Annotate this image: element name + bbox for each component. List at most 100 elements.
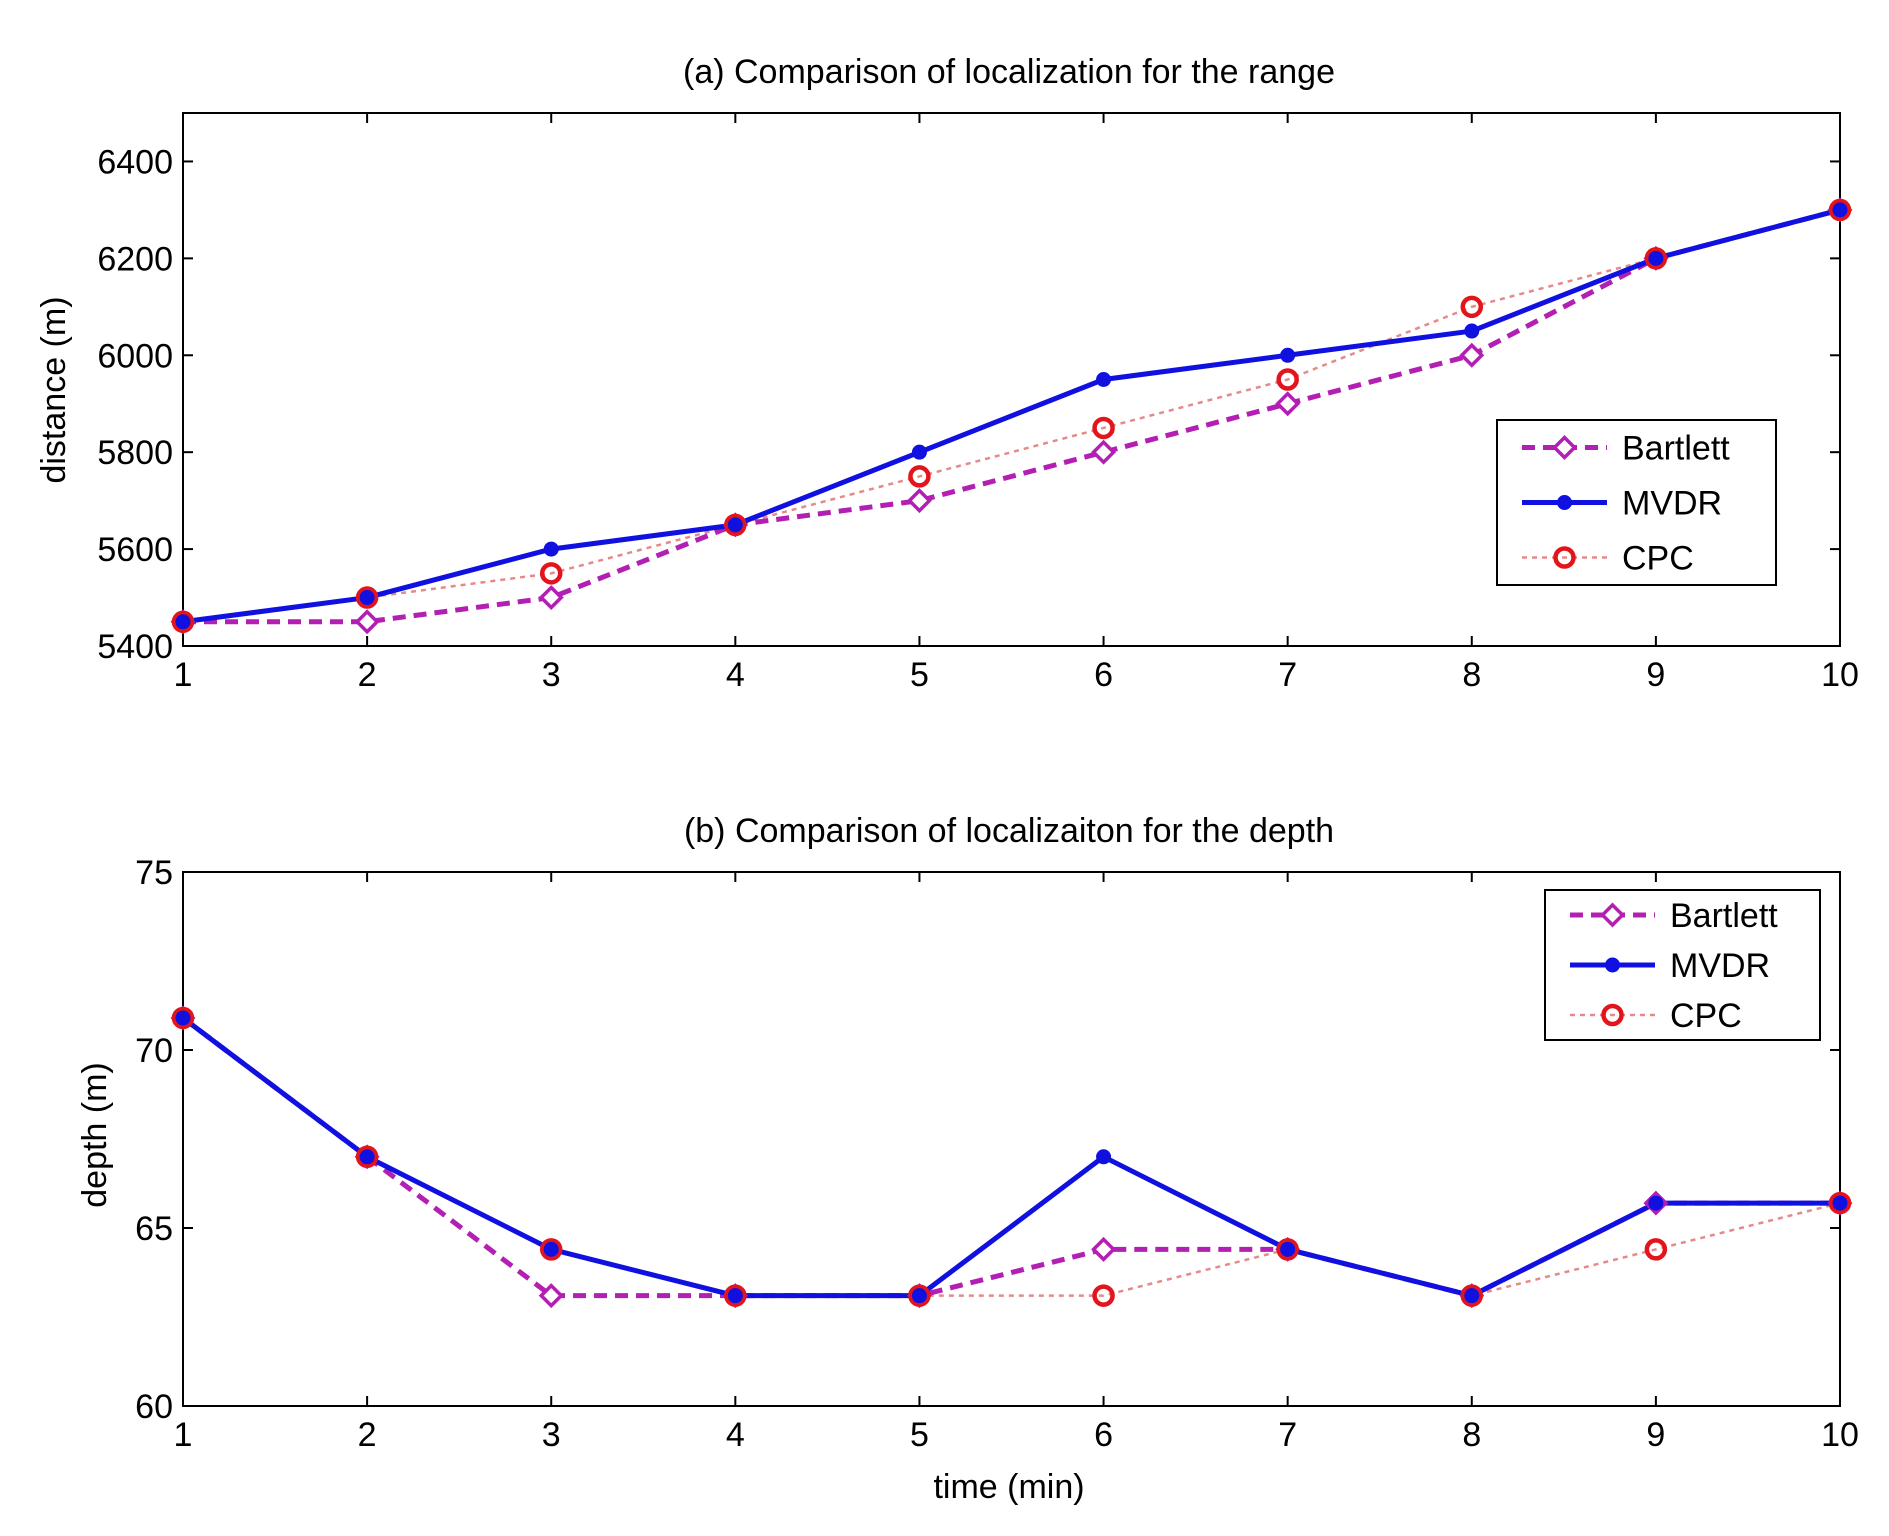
depth-series-bartlett-point — [1091, 1236, 1117, 1262]
range-series-bartlett-point — [354, 609, 380, 635]
depth-series-cpc-point — [1460, 1284, 1484, 1307]
range-chart: (a) Comparison of localization for the r… — [35, 53, 1859, 694]
range-legend-label-cpc: CPC — [1622, 540, 1694, 578]
depth-series-mvdr-point — [1464, 1288, 1480, 1304]
range-legend-label-bartlett: Bartlett — [1622, 430, 1730, 468]
range-x-tick-label: 7 — [1278, 656, 1297, 694]
depth-y-tick-label: 70 — [135, 1032, 173, 1070]
depth-series-cpc-point — [908, 1284, 931, 1307]
depth-series-mvdr-point — [1096, 1149, 1112, 1165]
range-y-tick-label: 5800 — [97, 434, 173, 472]
depth-series-mvdr-point — [359, 1149, 375, 1165]
depth-series-bartlett-line — [181, 1015, 1840, 1299]
depth-legend-marker-mvdr — [1605, 957, 1620, 973]
depth-series-cpc-line — [182, 1016, 1841, 1297]
depth-series-mvdr-line — [181, 1015, 1840, 1299]
depth-series-mvdr-point — [543, 1241, 559, 1257]
depth-x-tick-label: 2 — [358, 1416, 377, 1454]
range-series-cpc-point — [1460, 295, 1484, 319]
depth-axes-frame — [182, 871, 1841, 1407]
depth-legend-label-cpc: CPC — [1670, 997, 1742, 1035]
depth-legend-marker-cpc — [1601, 1003, 1624, 1027]
range-x-tick-label: 8 — [1462, 656, 1481, 694]
range-x-tick-label: 4 — [726, 656, 745, 694]
range-series-bartlett-point — [1459, 342, 1485, 368]
range-series-cpc-point — [1644, 247, 1668, 270]
range-series-bartlett-line — [183, 207, 1841, 625]
range-y-tick-label: 5400 — [97, 628, 173, 666]
depth-x-tick-label: 5 — [910, 1416, 929, 1454]
range-series-cpc-point — [539, 562, 563, 585]
range-series-bartlett-point — [1275, 391, 1301, 417]
depth-series-cpc-point — [724, 1284, 747, 1307]
range-x-tick-label: 5 — [910, 656, 929, 694]
depth-legend-marker-bartlett — [1600, 902, 1625, 928]
depth-series-cpc-point — [171, 1006, 195, 1030]
range-y-tick-label: 6000 — [97, 337, 173, 375]
range-series-cpc-point — [724, 513, 747, 537]
range-y-tick-label: 5600 — [97, 531, 173, 569]
range-series-mvdr-point — [1280, 347, 1296, 363]
depth-legend-label-bartlett: Bartlett — [1670, 897, 1778, 935]
range-legend-marker-mvdr — [1557, 495, 1572, 510]
depth-series-mvdr-point — [1832, 1195, 1848, 1211]
range-x-tick-label: 9 — [1646, 656, 1665, 694]
range-series-bartlett-point — [906, 488, 932, 514]
depth-series-bartlett-point — [538, 1283, 564, 1309]
range-chart-ylabel: distance (m) — [35, 296, 73, 483]
range-x-tick-label: 6 — [1094, 656, 1113, 694]
range-legend-label-mvdr: MVDR — [1622, 485, 1722, 523]
depth-y-tick-label: 65 — [135, 1210, 173, 1248]
range-chart-title: (a) Comparison of localization for the r… — [683, 53, 1335, 91]
depth-series-cpc-point — [355, 1145, 379, 1169]
range-series-cpc-point — [1092, 416, 1115, 440]
range-series-mvdr-point — [1648, 250, 1664, 266]
range-x-tick-label: 1 — [174, 656, 193, 694]
depth-series-mvdr-point — [727, 1288, 743, 1304]
depth-y-tick-label: 75 — [135, 854, 173, 892]
range-legend-marker-bartlett — [1552, 435, 1577, 460]
depth-x-tick-label: 8 — [1462, 1416, 1481, 1454]
depth-chart-ylabel: depth (m) — [76, 1062, 114, 1208]
range-series-cpc-point — [171, 610, 195, 634]
range-series-mvdr-point — [1464, 323, 1480, 339]
range-series-bartlett-point — [1091, 439, 1117, 465]
range-y-tick-label: 6200 — [97, 240, 173, 278]
range-axes-frame — [182, 112, 1841, 647]
depth-x-tick-label: 6 — [1094, 1416, 1113, 1454]
depth-y-tick-label: 60 — [135, 1388, 173, 1426]
range-series-mvdr-point — [543, 541, 559, 557]
range-series-bartlett-point — [538, 585, 564, 611]
depth-x-tick-label: 9 — [1646, 1416, 1665, 1454]
depth-series-mvdr-point — [175, 1010, 191, 1026]
range-plot-area: 1 2 3 4 5 6 7 8 9 10 5400 5600 5800 6000 6200 6400 Bartl… — [97, 112, 1859, 694]
depth-series-cpc-point — [1828, 1191, 1852, 1215]
range-series-cpc-point — [1828, 198, 1852, 222]
range-x-tick-label: 2 — [358, 656, 377, 694]
range-series-mvdr-point — [727, 517, 743, 533]
range-legend: Bartlett MVDR CPC — [1496, 419, 1777, 586]
depth-series-cpc-point — [1092, 1284, 1115, 1307]
depth-series-mvdr-point — [911, 1288, 927, 1304]
depth-plot-area: 1 2 3 4 5 6 7 8 9 10 60 65 70 75 Bartlett MVDR CPC — [135, 854, 1859, 1454]
range-series-mvdr-point — [911, 444, 927, 460]
depth-series-mvdr-point — [1648, 1195, 1664, 1211]
range-series-cpc-point — [355, 586, 379, 609]
depth-legend-label-mvdr: MVDR — [1670, 947, 1770, 985]
range-series-mvdr-point — [1096, 372, 1112, 387]
depth-chart: (b) Comparison of localizaiton for the d… — [76, 812, 1859, 1506]
range-y-tick-label: 6400 — [97, 143, 173, 181]
depth-legend: Bartlett MVDR CPC — [1544, 889, 1821, 1041]
depth-x-tick-label: 4 — [726, 1416, 745, 1454]
range-series-mvdr-line — [182, 207, 1841, 625]
range-series-mvdr-point — [1832, 202, 1848, 218]
depth-x-tick-label: 3 — [542, 1416, 561, 1454]
depth-series-cpc-point — [1276, 1238, 1299, 1261]
range-legend-marker-cpc — [1553, 546, 1576, 569]
range-series-mvdr-point — [175, 614, 191, 630]
range-x-tick-label: 3 — [542, 656, 561, 694]
range-series-cpc-point — [1276, 368, 1299, 391]
range-series-mvdr-point — [359, 590, 375, 606]
depth-chart-xlabel: time (min) — [933, 1468, 1084, 1506]
